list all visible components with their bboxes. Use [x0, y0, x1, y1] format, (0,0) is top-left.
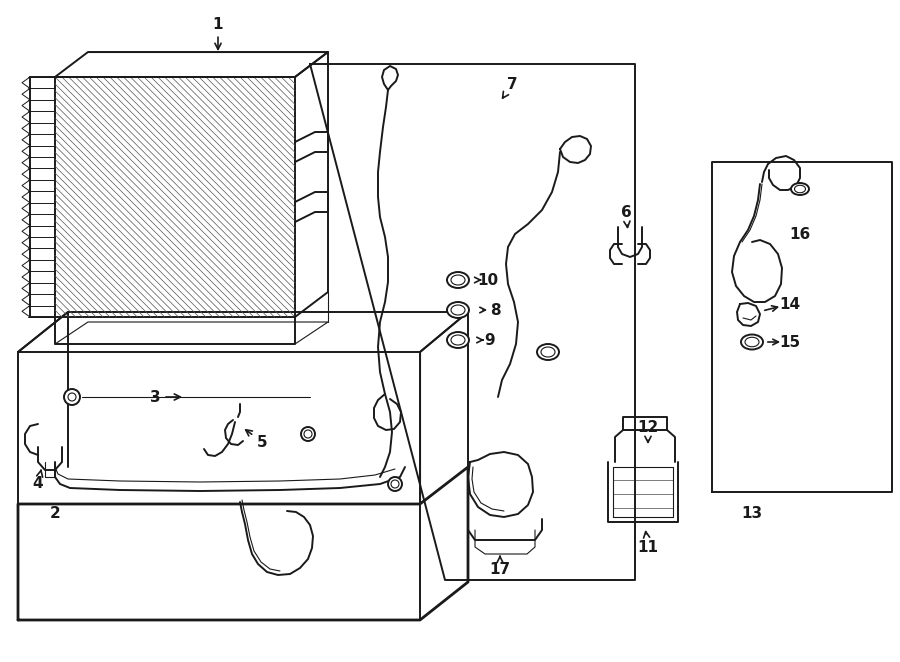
Ellipse shape — [451, 335, 465, 345]
Ellipse shape — [451, 305, 465, 315]
Ellipse shape — [741, 334, 763, 350]
Ellipse shape — [451, 275, 465, 285]
Text: 3: 3 — [149, 389, 180, 404]
Circle shape — [301, 427, 315, 441]
Text: 13: 13 — [742, 506, 762, 522]
Text: 9: 9 — [485, 332, 495, 348]
Ellipse shape — [795, 185, 806, 193]
Text: 1: 1 — [212, 17, 223, 50]
Text: 10: 10 — [477, 273, 499, 287]
Ellipse shape — [537, 344, 559, 360]
Text: 8: 8 — [490, 303, 500, 318]
Text: 6: 6 — [621, 205, 632, 227]
Text: 15: 15 — [779, 334, 801, 350]
Circle shape — [304, 430, 312, 438]
Ellipse shape — [745, 337, 759, 347]
Circle shape — [64, 389, 80, 405]
Text: 16: 16 — [789, 226, 811, 242]
Text: 14: 14 — [779, 297, 801, 312]
Circle shape — [391, 480, 399, 488]
Circle shape — [388, 477, 402, 491]
Text: 17: 17 — [490, 556, 510, 577]
Ellipse shape — [541, 347, 555, 357]
Text: 5: 5 — [246, 430, 267, 449]
Text: 4: 4 — [32, 470, 43, 491]
Ellipse shape — [447, 332, 469, 348]
Text: 7: 7 — [502, 77, 518, 98]
Text: 11: 11 — [637, 532, 659, 555]
Text: 2: 2 — [50, 506, 60, 522]
Ellipse shape — [447, 302, 469, 318]
Ellipse shape — [447, 272, 469, 288]
Ellipse shape — [791, 183, 809, 195]
Text: 12: 12 — [637, 420, 659, 442]
Circle shape — [68, 393, 76, 401]
